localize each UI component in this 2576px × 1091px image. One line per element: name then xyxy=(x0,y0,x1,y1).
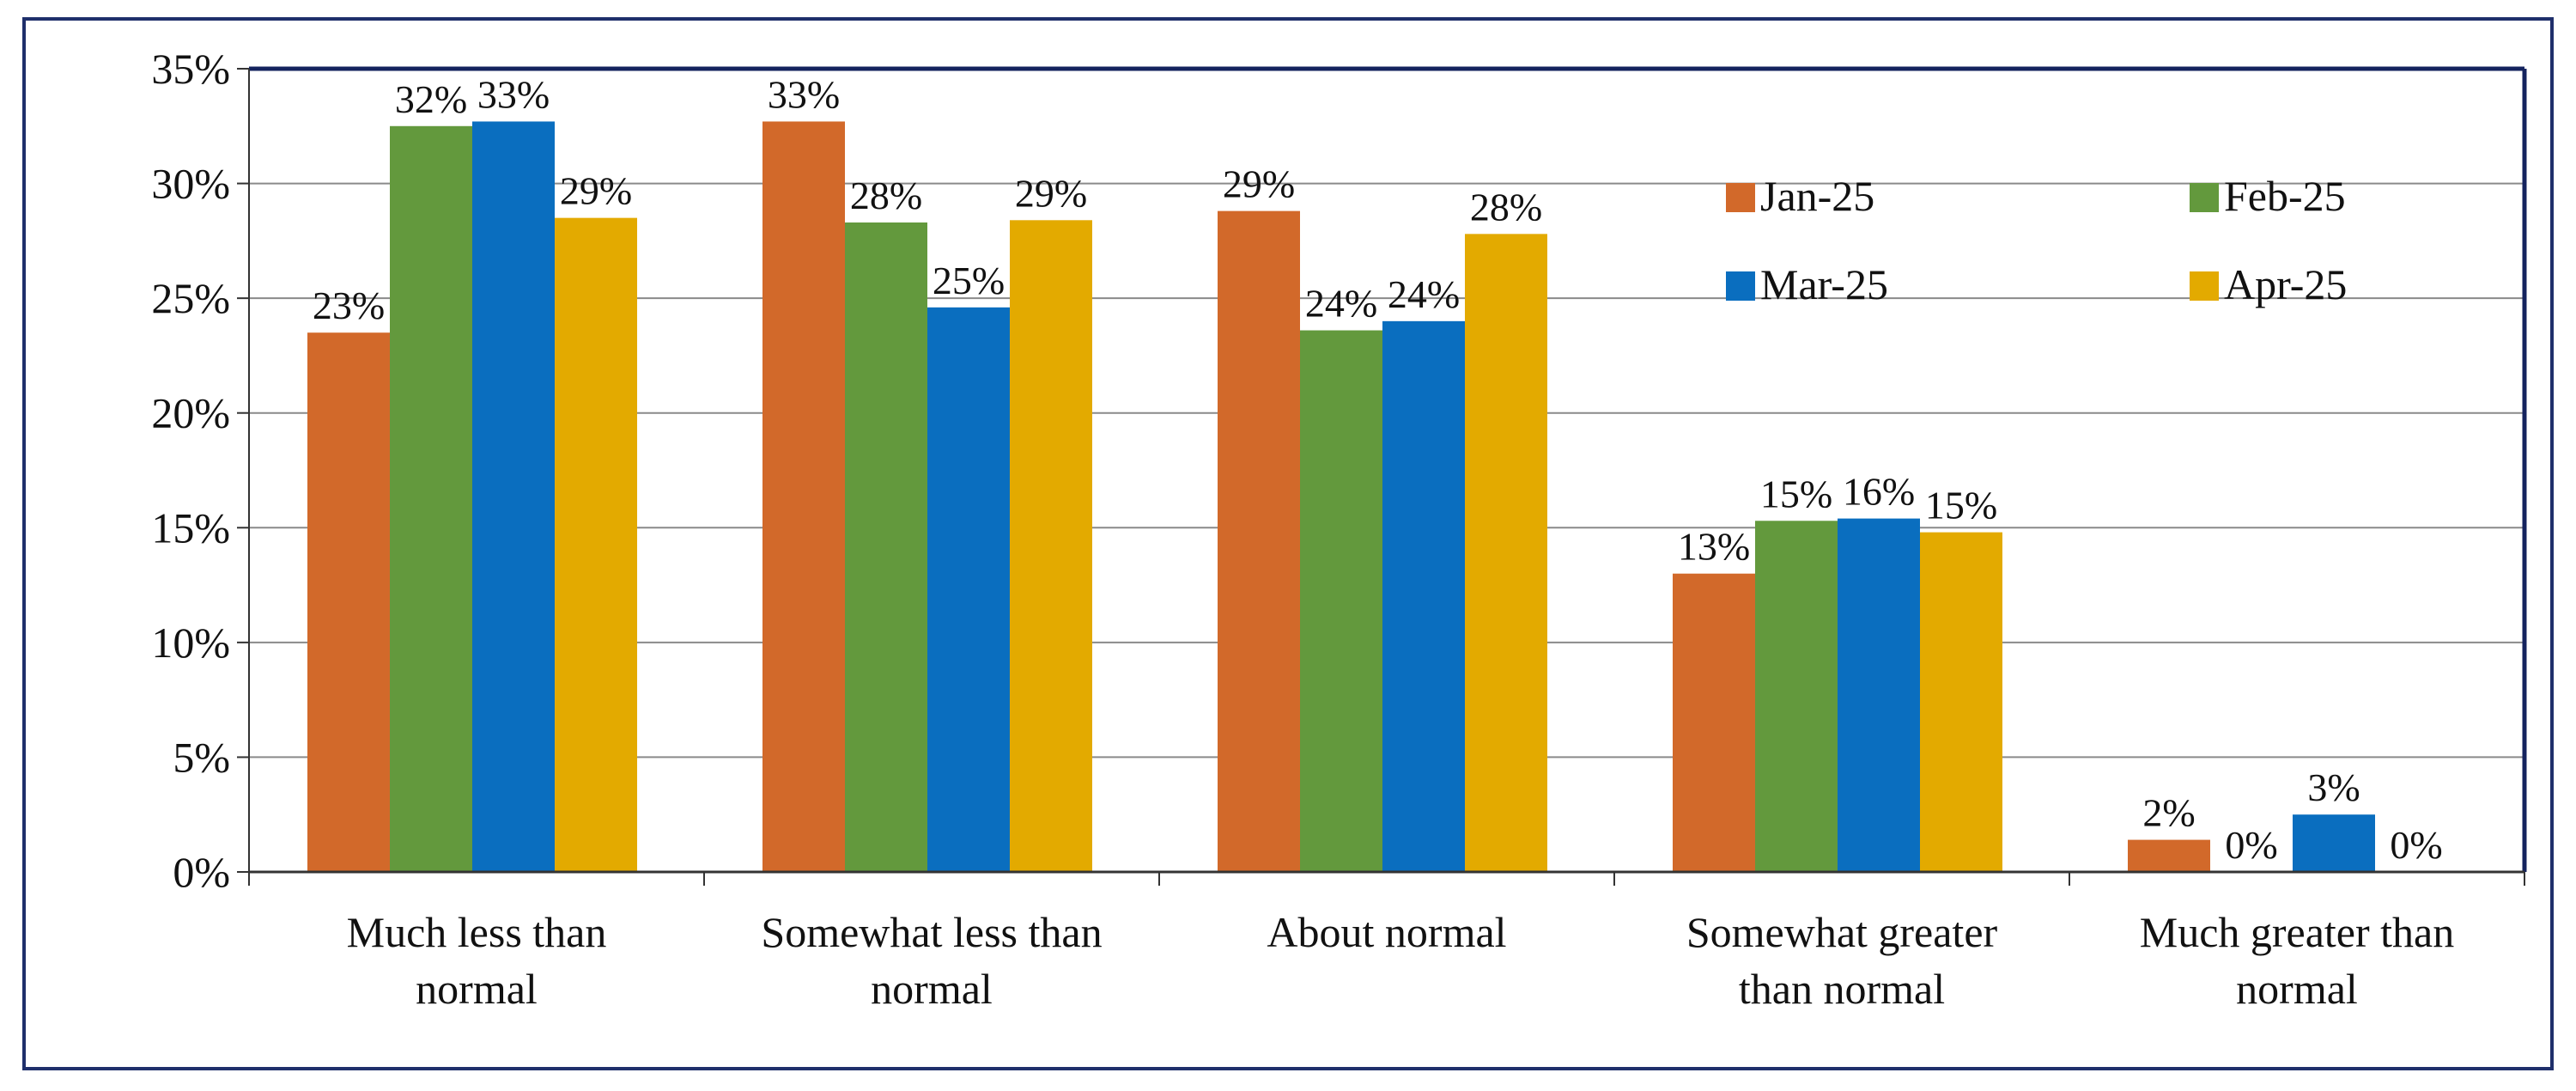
data-label: 0% xyxy=(2225,823,2277,867)
data-labels: 23%33%29%13%2%32%28%24%15%0%33%25% 24%16%… xyxy=(313,72,2443,867)
y-tick-label: 25% xyxy=(151,274,230,322)
bar xyxy=(1465,234,1547,872)
bar xyxy=(1218,210,1300,873)
data-label: 2% xyxy=(2142,791,2195,835)
bar xyxy=(307,332,390,872)
bar xyxy=(555,217,637,873)
bar xyxy=(1300,330,1382,872)
legend-swatch xyxy=(2190,183,2219,212)
bar xyxy=(1382,320,1465,872)
x-category-label: Somewhat greater than normal xyxy=(1686,908,1998,1013)
data-label: 16% xyxy=(1843,470,1915,514)
bar xyxy=(1010,220,1092,872)
data-label: 29% xyxy=(1223,162,1295,206)
y-tick-label: 10% xyxy=(151,619,230,667)
data-label: 23% xyxy=(313,283,385,327)
legend-label: Feb-25 xyxy=(2224,172,2346,220)
data-label: 0% xyxy=(2390,823,2442,867)
legend-label: Apr-25 xyxy=(2224,260,2347,308)
data-label: 29% xyxy=(1015,171,1087,215)
data-label: 28% xyxy=(850,174,922,217)
legend-label: Mar-25 xyxy=(1760,260,1888,308)
y-tick-label: 30% xyxy=(151,160,230,208)
data-label: 25% xyxy=(933,259,1005,302)
data-label: 3% xyxy=(2307,765,2360,809)
bar xyxy=(927,307,1010,872)
data-label: 24% xyxy=(1305,282,1377,326)
bar xyxy=(1920,532,2002,872)
bar xyxy=(390,125,472,873)
x-category-label: Much greater than normal xyxy=(2140,908,2455,1013)
x-category-label: About normal xyxy=(1267,908,1506,956)
bar xyxy=(1755,521,1838,872)
bars xyxy=(307,121,2375,873)
x-category-label: Much less than normal xyxy=(347,908,607,1013)
bar xyxy=(472,121,555,872)
data-label: 32% xyxy=(395,77,467,121)
bar xyxy=(1673,573,1755,872)
data-label: 15% xyxy=(1760,472,1832,515)
bar xyxy=(1838,518,1920,872)
x-category-label: Somewhat less than normal xyxy=(761,908,1102,1013)
legend: Jan-25 Feb-25 Mar-25 Apr-25 xyxy=(1726,172,2347,308)
legend-swatch xyxy=(1726,183,1755,212)
bar xyxy=(762,121,845,872)
legend-swatch xyxy=(2190,271,2219,301)
data-label: 29% xyxy=(560,169,632,213)
axes: 0% 5% 10% 15% 20% 25% 30% 35% Much less than norm… xyxy=(151,45,2527,1013)
y-tick-label: 35% xyxy=(151,45,230,93)
bar xyxy=(845,222,927,872)
data-label: 33% xyxy=(477,72,550,116)
bar xyxy=(2293,814,2375,872)
legend-swatch xyxy=(1726,271,1755,301)
data-label: 24% xyxy=(1388,272,1460,316)
data-label: 15% xyxy=(1925,484,1997,527)
legend-label: Jan-25 xyxy=(1760,172,1874,220)
y-tick-label: 20% xyxy=(151,389,230,437)
data-label: 28% xyxy=(1470,185,1542,229)
y-tick-label: 15% xyxy=(151,503,230,552)
y-tick-label: 0% xyxy=(173,848,230,896)
data-label: 13% xyxy=(1678,525,1750,569)
y-tick-label: 5% xyxy=(173,733,230,781)
bar xyxy=(2128,839,2210,872)
data-label: 33% xyxy=(768,72,840,116)
